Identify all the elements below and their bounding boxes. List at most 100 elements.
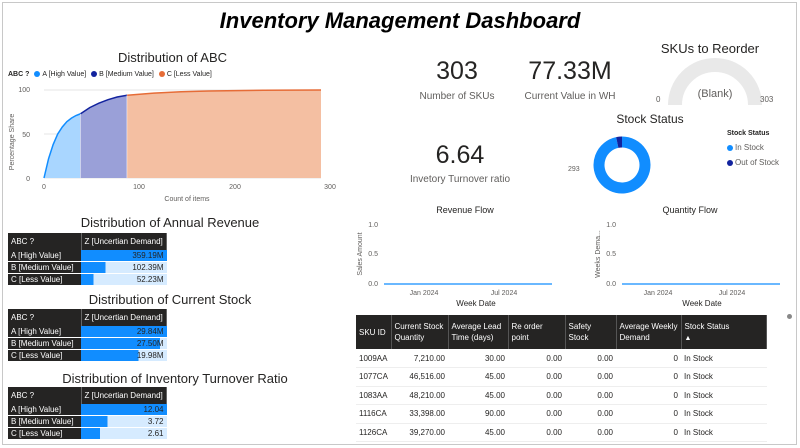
revenue-y-tick-05: 0.5 xyxy=(368,251,378,258)
table-cell: 0 xyxy=(616,349,681,368)
table-cell: 1126CA xyxy=(356,423,391,442)
abc-y-label: Percentage Share xyxy=(9,114,16,171)
table-cell: 45.00 xyxy=(448,423,508,442)
quantity-flow-title: Quantity Flow xyxy=(662,205,718,215)
table-row[interactable]: 1009AA 7,210.00 30.00 0.00 0.00 0 In Stock xyxy=(356,349,767,368)
abc-line-c xyxy=(127,89,322,97)
table-cell: 0.00 xyxy=(508,349,565,368)
table-cell: 45.00 xyxy=(448,367,508,387)
table-cell: 30.00 xyxy=(448,349,508,368)
stock-status-legend-title: Stock Status xyxy=(727,130,770,137)
abc-y-tick-50: 50 xyxy=(22,132,30,139)
legend-out-of-stock[interactable]: Out of Stock xyxy=(727,158,779,167)
table-cell: 1116CA xyxy=(356,404,391,424)
sku-col-status[interactable]: Stock Status ▲ xyxy=(681,315,767,349)
quantity-y-tick-05: 0.5 xyxy=(606,251,616,258)
sku-col-reorder[interactable]: Re order point xyxy=(508,315,566,349)
abc-area-a[interactable] xyxy=(44,113,81,178)
turnover-ratio-col-abc[interactable]: ABC ? xyxy=(8,387,82,404)
table-cell: 0 xyxy=(616,367,681,387)
table-row: C [Less Value] 2.61 xyxy=(8,427,167,440)
sku-col-id[interactable]: SKU ID xyxy=(356,315,392,349)
kpi-turnover-label: Invetory Turnover ratio xyxy=(409,174,511,185)
table-cell: In Stock xyxy=(681,404,767,424)
table-row[interactable]: 1116CA 33,398.00 90.00 0.00 0.00 0 In Stock xyxy=(356,404,767,424)
turnover-ratio-table: ABC ? Z [Uncertian Demand] A [High Value]… xyxy=(8,387,167,440)
abc-legend-item-c[interactable]: C [Less Value] xyxy=(156,71,212,78)
table-cell: 46,516.00 xyxy=(391,367,448,387)
abc-y-tick-100: 100 xyxy=(18,87,30,94)
gauge-track xyxy=(668,58,762,106)
abc-x-tick-300: 300 xyxy=(324,184,336,191)
quantity-y-tick-0: 0.0 xyxy=(606,281,616,288)
table-row[interactable]: 1083AA 48,210.00 45.00 0.00 0.00 0 In Stock xyxy=(356,386,767,405)
revenue-y-label: Sales Amount xyxy=(357,232,364,275)
annual-revenue-col-abc[interactable]: ABC ? xyxy=(8,233,82,250)
abc-legend: ABC ? A [High Value] B [Medium Value] C … xyxy=(8,71,212,78)
abc-legend-item-a[interactable]: A [High Value] xyxy=(31,71,86,78)
quantity-x-label: Week Date xyxy=(682,299,722,308)
turnover-ratio-col-z[interactable]: Z [Uncertian Demand] xyxy=(81,387,167,404)
table-row: B [Medium Value] 102.39M xyxy=(8,261,167,274)
quantity-y-tick-1: 1.0 xyxy=(606,222,616,229)
table-cell: 0 xyxy=(616,404,681,424)
sort-asc-icon[interactable]: ▲ xyxy=(684,334,692,342)
abc-line-b xyxy=(80,94,128,115)
sku-col-lead-time[interactable]: Average Lead Time (days) xyxy=(448,315,509,349)
table-cell: 1009AA xyxy=(356,349,391,368)
donut-slice-in-stock[interactable] xyxy=(593,136,651,194)
sku-col-stock-qty[interactable]: Current Stock Quantity xyxy=(391,315,449,349)
kpi-current-value-label: Current Value in WH xyxy=(524,91,616,102)
revenue-flow-chart[interactable]: Sales Amount 1.0 0.5 0.0 Jan 2024 Jul 20… xyxy=(352,216,557,311)
stock-status-donut[interactable] xyxy=(585,128,660,203)
annual-revenue-title: Distribution of Annual Revenue xyxy=(80,215,260,230)
abc-area-b[interactable] xyxy=(80,95,128,178)
revenue-flow-title: Revenue Flow xyxy=(436,205,494,215)
table-cell: 0.00 xyxy=(565,386,616,405)
revenue-x-tick-jan: Jan 2024 xyxy=(410,290,439,297)
table-cell: 0.00 xyxy=(565,349,616,368)
current-stock-col-z[interactable]: Z [Uncertian Demand] xyxy=(81,309,167,326)
sku-table: SKU ID Current Stock Quantity Average Le… xyxy=(356,315,767,442)
abc-legend-item-b[interactable]: B [Medium Value] xyxy=(88,71,154,78)
table-cell: 90.00 xyxy=(448,404,508,424)
quantity-x-tick-jan: Jan 2024 xyxy=(644,290,673,297)
table-row[interactable]: 1126CA 39,270.00 45.00 0.00 0.00 0 In Stock xyxy=(356,423,767,442)
table-cell: 33,398.00 xyxy=(391,404,448,424)
gauge-min: 0 xyxy=(656,95,661,104)
table-cell: 0.00 xyxy=(508,386,565,405)
table-row: A [High Value] 29.84M xyxy=(8,326,167,338)
table-cell: 7,210.00 xyxy=(391,349,448,368)
turnover-ratio-title: Distribution of Inventory Turnover Ratio xyxy=(62,371,288,386)
reorder-gauge[interactable] xyxy=(655,55,775,110)
abc-line-a xyxy=(43,113,81,179)
abc-x-tick-100: 100 xyxy=(133,184,145,191)
scroll-handle[interactable] xyxy=(787,314,792,319)
gauge-title: SKUs to Reorder xyxy=(660,41,760,56)
abc-x-tick-0: 0 xyxy=(42,184,46,191)
table-row[interactable]: 1077CA 46,516.00 45.00 0.00 0.00 0 In Stock xyxy=(356,367,767,387)
revenue-y-tick-0: 0.0 xyxy=(368,281,378,288)
table-cell: 45.00 xyxy=(448,386,508,405)
abc-area-c[interactable] xyxy=(127,90,321,178)
quantity-y-label: Weeks Dema... xyxy=(595,230,602,278)
abc-area-chart[interactable]: Percentage Share 100 50 0 0 100 200 300 … xyxy=(0,80,345,205)
table-cell: In Stock xyxy=(681,423,767,442)
table-cell: 1083AA xyxy=(356,386,391,405)
abc-y-tick-0: 0 xyxy=(26,176,30,183)
current-stock-table: ABC ? Z [Uncertian Demand] A [High Value]… xyxy=(8,309,167,362)
table-cell: In Stock xyxy=(681,367,767,387)
legend-in-stock[interactable]: In Stock xyxy=(727,143,764,152)
quantity-flow-chart[interactable]: Weeks Dema... 1.0 0.5 0.0 Jan 2024 Jul 2… xyxy=(590,216,790,311)
current-stock-col-abc[interactable]: ABC ? xyxy=(8,309,82,326)
revenue-y-tick-1: 1.0 xyxy=(368,222,378,229)
kpi-skus-value: 303 xyxy=(436,57,478,85)
sku-col-safety[interactable]: Safety Stock xyxy=(565,315,617,349)
sku-col-weekly-demand[interactable]: Average Weekly Demand xyxy=(616,315,682,349)
current-stock-title: Distribution of Current Stock xyxy=(88,292,252,307)
page-title: Inventory Management Dashboard xyxy=(219,8,581,33)
table-cell: In Stock xyxy=(681,349,767,368)
abc-x-tick-200: 200 xyxy=(229,184,241,191)
annual-revenue-col-z[interactable]: Z [Uncertian Demand] xyxy=(81,233,167,250)
